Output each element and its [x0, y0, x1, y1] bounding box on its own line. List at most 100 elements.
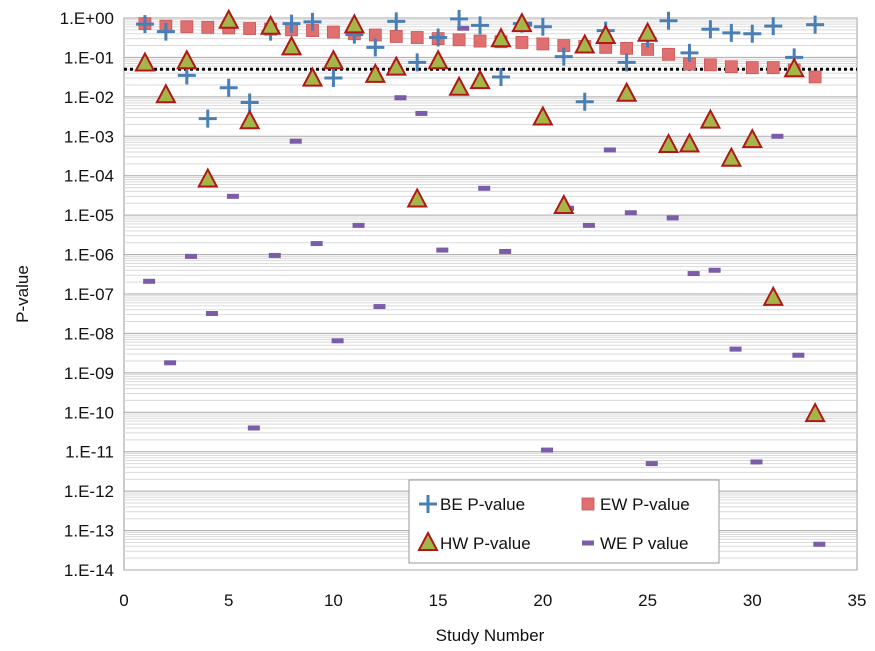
- x-axis-tick-labels: 0 5 10 15 20 25 30 35: [119, 591, 866, 610]
- data-point: [724, 60, 738, 74]
- x-axis-title: Study Number: [436, 626, 545, 645]
- data-point: [457, 25, 470, 31]
- y-tick-label: 1.E-09: [64, 364, 114, 383]
- legend-label: HW P-value: [440, 534, 531, 553]
- data-point: [792, 352, 805, 358]
- y-tick-label: 1.E-04: [64, 167, 114, 186]
- y-tick-label: 1.E-08: [64, 324, 114, 343]
- y-tick-label: 1.E-02: [64, 88, 114, 107]
- data-point: [595, 23, 617, 44]
- data-point: [415, 110, 428, 116]
- data-point: [813, 541, 826, 547]
- data-point: [666, 215, 679, 221]
- legend-marker: [417, 530, 439, 551]
- data-point: [243, 22, 257, 35]
- y-tick-label: 1.E+00: [60, 9, 114, 28]
- data-point: [620, 41, 634, 55]
- data-point: [331, 338, 344, 344]
- data-point: [408, 53, 427, 72]
- y-tick-label: 1.E-01: [64, 48, 114, 67]
- y-tick-label: 1.E-03: [64, 127, 114, 146]
- data-point: [678, 132, 701, 153]
- data-point: [176, 49, 198, 70]
- x-tick-label: 15: [429, 591, 448, 610]
- data-point: [729, 346, 742, 352]
- data-point: [410, 31, 424, 44]
- data-point: [218, 8, 240, 29]
- data-point: [743, 24, 762, 43]
- data-point: [282, 14, 301, 33]
- data-point: [259, 14, 282, 35]
- data-point: [722, 23, 741, 42]
- data-point: [771, 133, 784, 139]
- data-point: [701, 20, 720, 39]
- legend-marker: [419, 495, 437, 513]
- legend-marker: [581, 497, 595, 511]
- data-point: [473, 34, 487, 48]
- data-point: [764, 17, 783, 36]
- data-point: [303, 12, 322, 31]
- data-point: [511, 11, 533, 33]
- data-point: [469, 69, 491, 90]
- data-point: [387, 12, 406, 31]
- data-point: [373, 304, 386, 310]
- data-point: [741, 127, 763, 149]
- data-point: [808, 70, 822, 84]
- data-point: [624, 210, 637, 216]
- data-point: [164, 360, 177, 366]
- data-point: [280, 35, 303, 56]
- data-point: [574, 33, 596, 54]
- data-point: [322, 49, 345, 70]
- data-point: [364, 62, 386, 83]
- data-point: [699, 108, 722, 129]
- y-tick-label: 1.E-13: [64, 522, 114, 541]
- data-point: [185, 253, 198, 259]
- data-point: [708, 267, 721, 273]
- data-point: [536, 37, 550, 51]
- x-tick-label: 10: [324, 591, 343, 610]
- x-tick-label: 25: [638, 591, 657, 610]
- data-point: [766, 61, 780, 75]
- data-point: [450, 9, 469, 28]
- data-point: [490, 27, 512, 48]
- data-point: [394, 95, 407, 101]
- y-tick-label: 1.E-12: [64, 482, 114, 501]
- y-axis-title: P-value: [13, 265, 32, 323]
- data-point: [806, 15, 825, 34]
- data-point: [617, 53, 636, 72]
- y-tick-label: 1.E-14: [64, 561, 114, 580]
- legend-label: BE P-value: [440, 495, 525, 514]
- data-point: [750, 459, 763, 465]
- data-point: [541, 447, 554, 453]
- data-point: [366, 38, 385, 57]
- y-tick-label: 1.E-10: [64, 403, 114, 422]
- x-tick-label: 35: [848, 591, 867, 610]
- data-point: [704, 58, 717, 72]
- data-point: [471, 16, 490, 35]
- data-point: [324, 69, 343, 88]
- legend: BE P-value EW P-value HW P-value WE P value: [408, 479, 720, 564]
- legend-box: [408, 479, 720, 564]
- data-point: [385, 55, 407, 76]
- data-point: [156, 22, 175, 41]
- data-point: [155, 83, 177, 104]
- data-point: [532, 105, 554, 126]
- data-point: [389, 30, 403, 43]
- data-point: [657, 132, 680, 154]
- series-we-p-value: [143, 21, 826, 547]
- data-point: [247, 425, 260, 431]
- data-point: [289, 138, 302, 144]
- x-tick-label: 20: [533, 591, 552, 610]
- data-point: [615, 81, 638, 102]
- series-hw-p-value: [134, 8, 826, 423]
- x-tick-label: 5: [224, 591, 233, 610]
- data-point: [219, 78, 238, 97]
- x-tick-label: 0: [119, 591, 128, 610]
- data-point: [406, 187, 428, 208]
- data-point: [575, 92, 594, 111]
- data-point: [226, 193, 239, 199]
- data-point: [533, 17, 552, 36]
- data-point: [603, 147, 616, 153]
- data-point: [478, 185, 491, 191]
